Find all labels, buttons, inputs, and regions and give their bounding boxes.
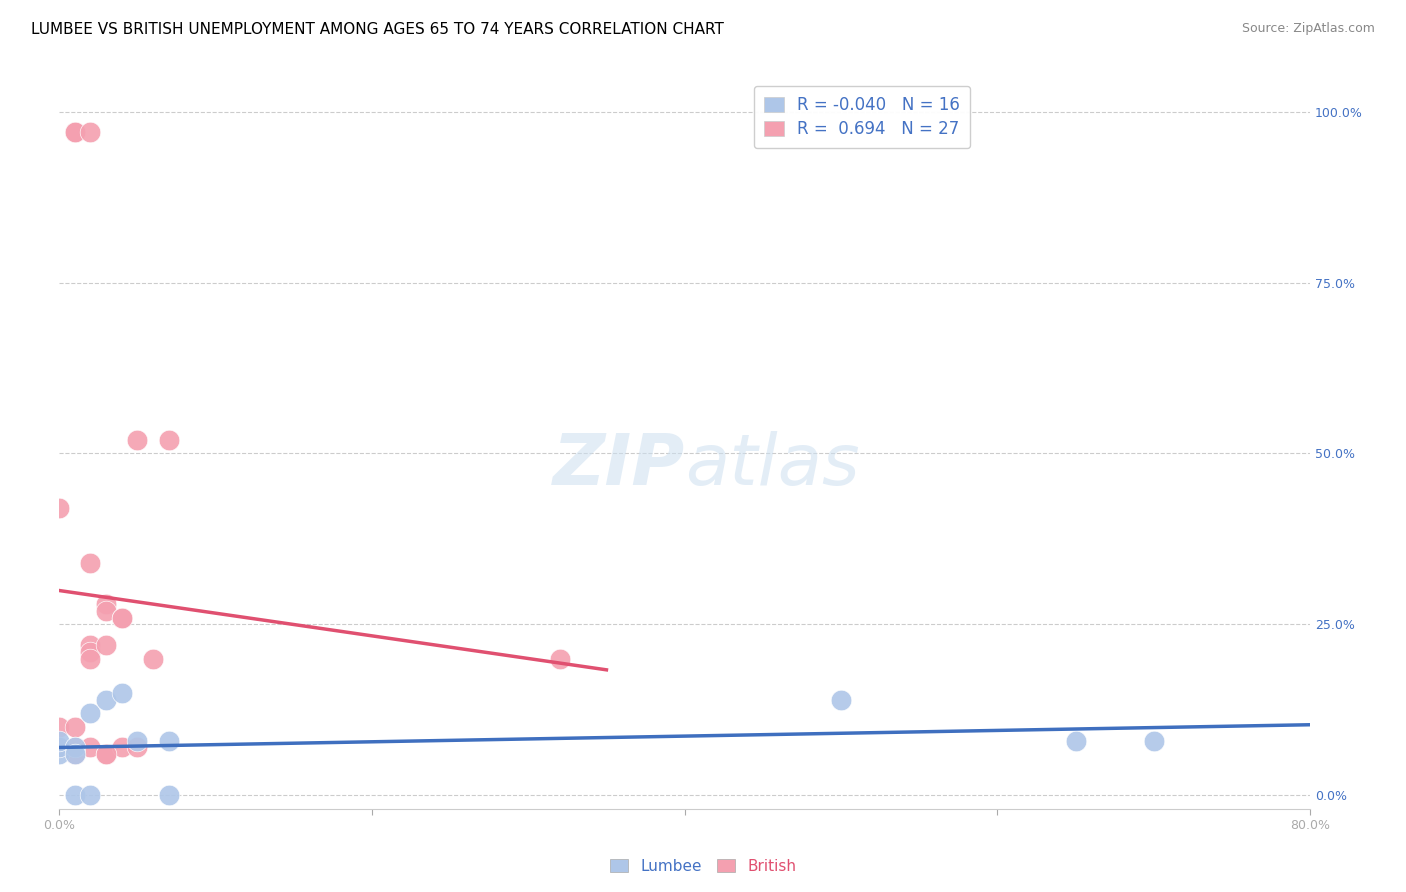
Point — [79, 645, 101, 659]
Legend: R = -0.040   N = 16, R =  0.694   N = 27: R = -0.040 N = 16, R = 0.694 N = 27 — [754, 86, 970, 148]
Point — [111, 686, 134, 700]
Text: LUMBEE VS BRITISH UNEMPLOYMENT AMONG AGES 65 TO 74 YEARS CORRELATION CHART: LUMBEE VS BRITISH UNEMPLOYMENT AMONG AGE… — [31, 22, 724, 37]
Point — [79, 125, 101, 139]
Point — [111, 610, 134, 624]
Point — [830, 692, 852, 706]
Point — [79, 706, 101, 721]
Point — [94, 638, 117, 652]
Point — [79, 638, 101, 652]
Point — [94, 604, 117, 618]
Point — [63, 720, 86, 734]
Point — [94, 597, 117, 611]
Point — [127, 733, 149, 747]
Text: atlas: atlas — [685, 431, 859, 500]
Point — [79, 740, 101, 755]
Point — [79, 789, 101, 803]
Point — [48, 740, 70, 755]
Point — [63, 789, 86, 803]
Point — [111, 740, 134, 755]
Text: ZIP: ZIP — [553, 431, 685, 500]
Point — [63, 740, 86, 755]
Point — [48, 740, 70, 755]
Point — [548, 651, 571, 665]
Point — [157, 433, 180, 447]
Point — [142, 651, 165, 665]
Point — [1143, 733, 1166, 747]
Point — [157, 789, 180, 803]
Point — [48, 747, 70, 762]
Text: Source: ZipAtlas.com: Source: ZipAtlas.com — [1241, 22, 1375, 36]
Point — [94, 747, 117, 762]
Point — [63, 740, 86, 755]
Legend: Lumbee, British: Lumbee, British — [603, 853, 803, 880]
Point — [63, 747, 86, 762]
Point — [94, 747, 117, 762]
Point — [48, 501, 70, 516]
Point — [127, 740, 149, 755]
Point — [48, 733, 70, 747]
Point — [111, 610, 134, 624]
Point — [127, 433, 149, 447]
Point — [63, 747, 86, 762]
Point — [1064, 733, 1087, 747]
Point — [79, 556, 101, 570]
Point — [157, 733, 180, 747]
Point — [79, 651, 101, 665]
Point — [94, 692, 117, 706]
Point — [63, 125, 86, 139]
Point — [48, 720, 70, 734]
Point — [63, 125, 86, 139]
